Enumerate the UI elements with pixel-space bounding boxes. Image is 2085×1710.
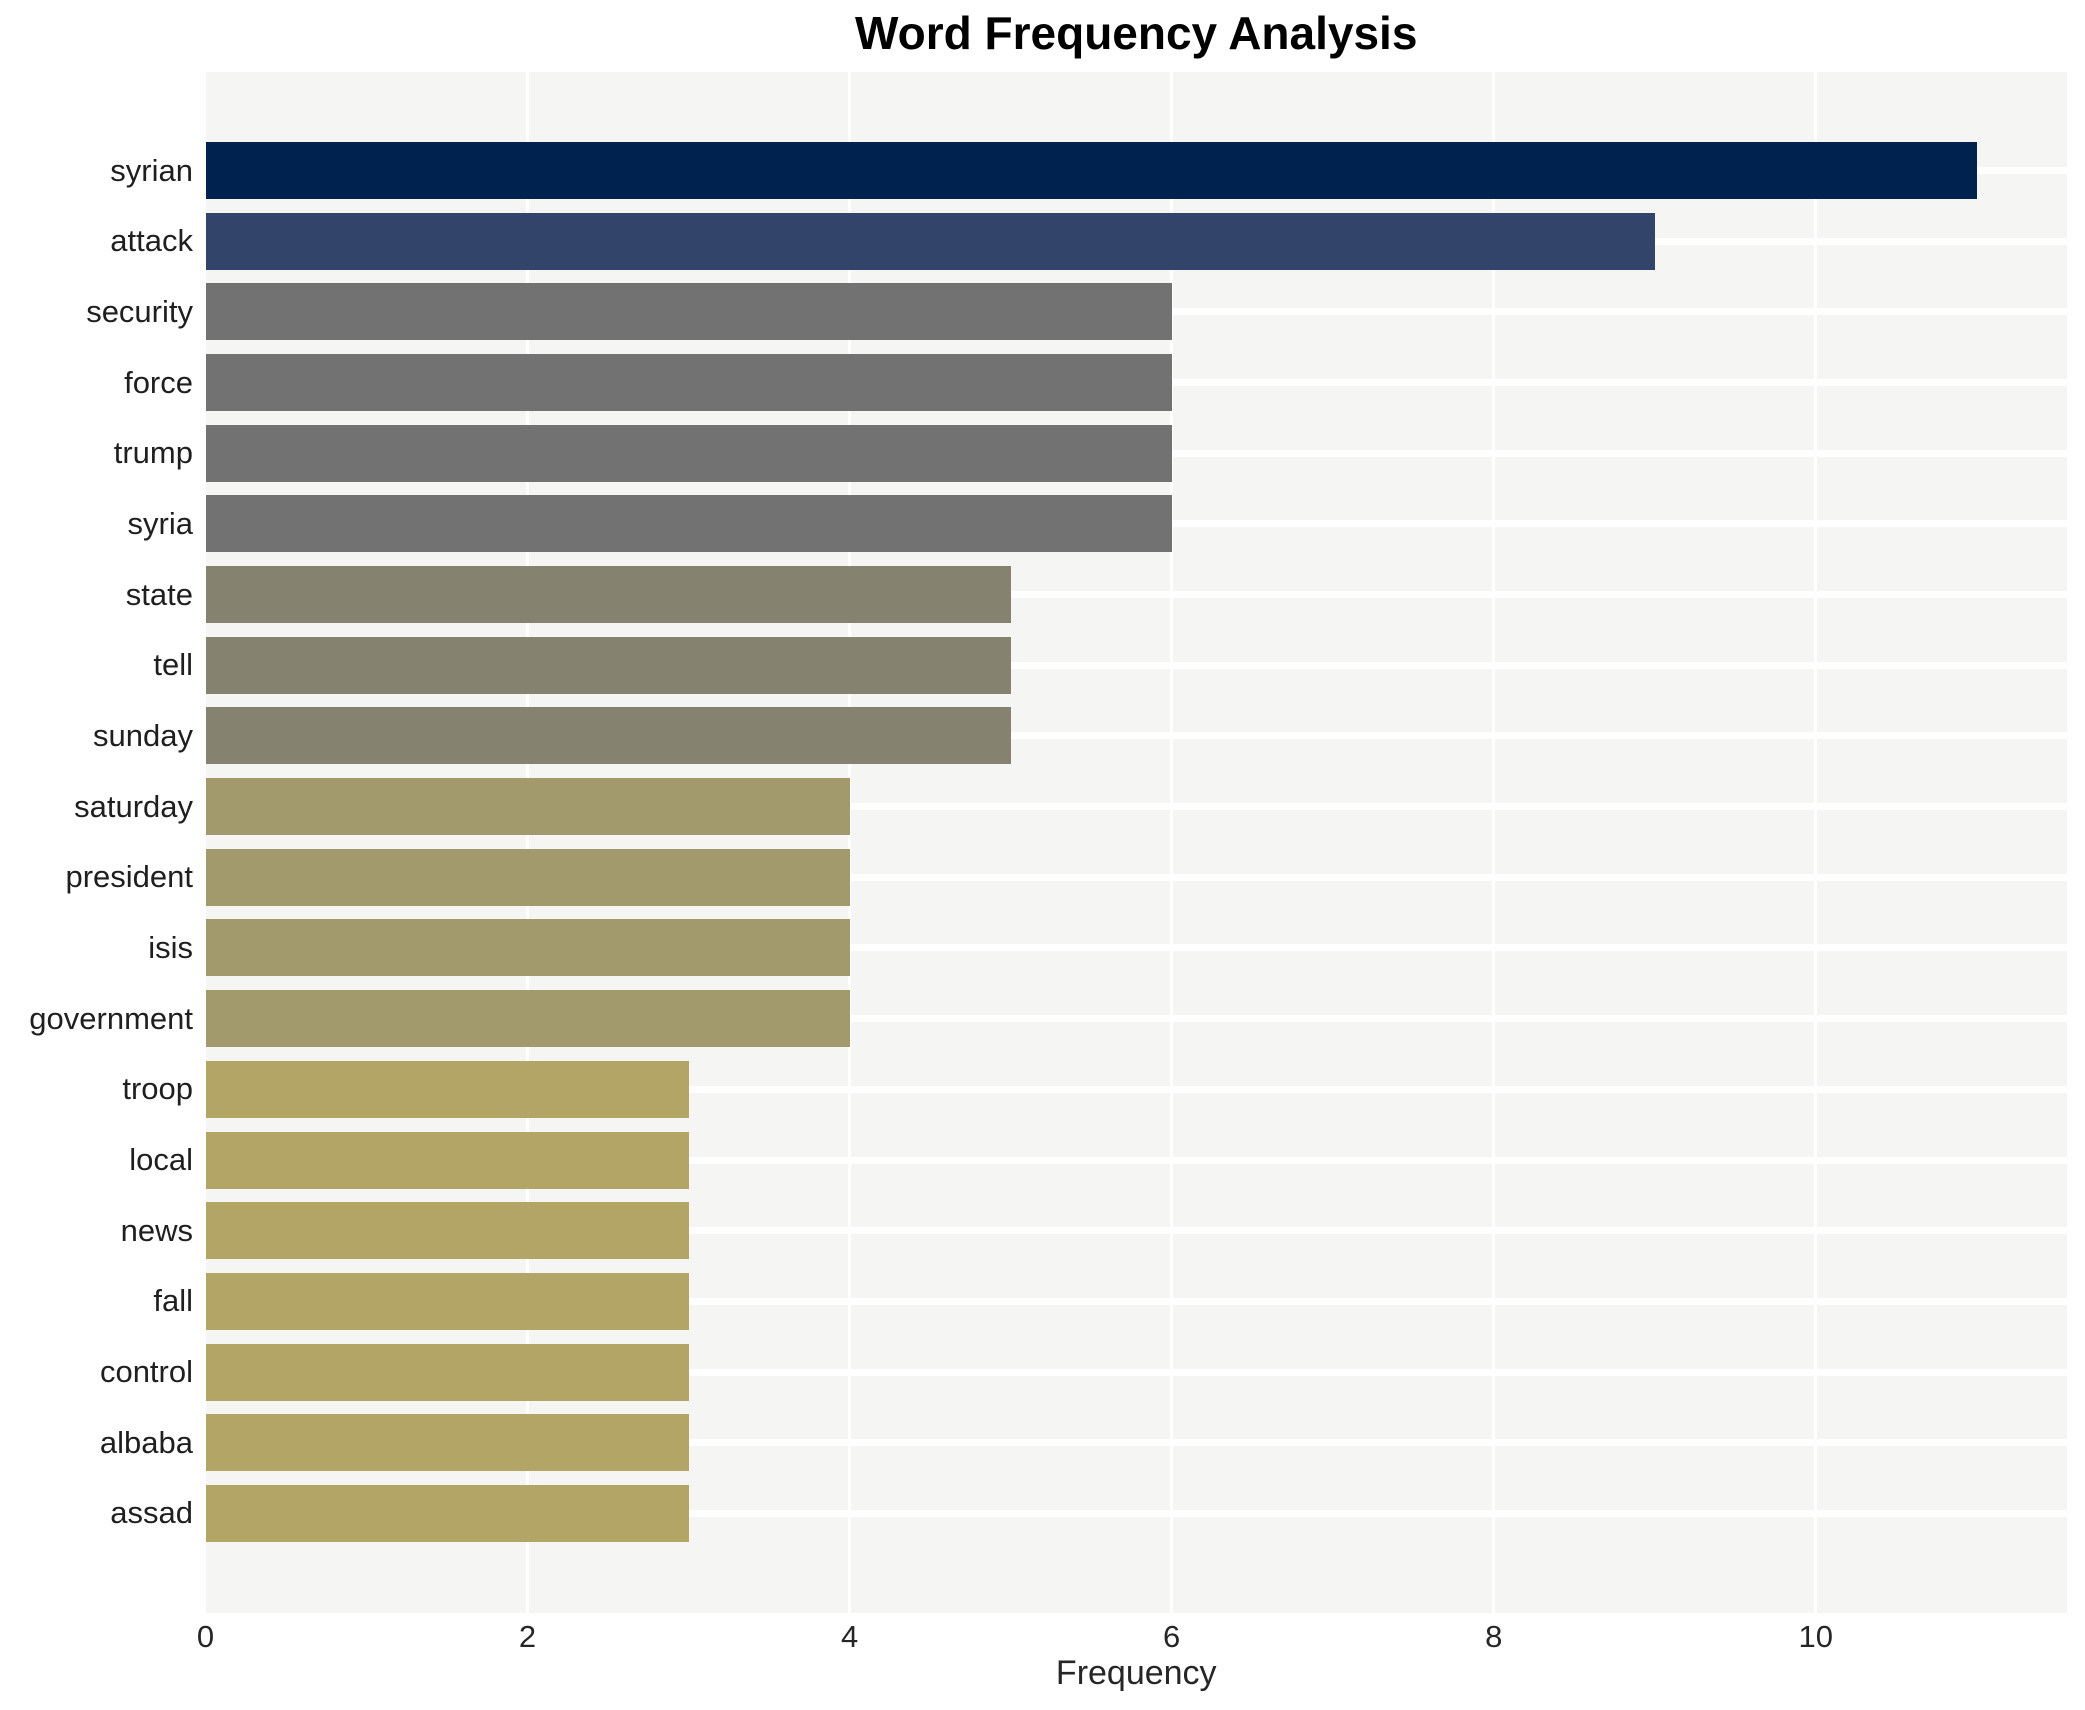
y-tick-label: syrian	[110, 152, 193, 188]
y-tick-label: fall	[153, 1283, 193, 1319]
bar-government	[205, 990, 850, 1048]
grid-hline	[205, 944, 2067, 952]
y-tick-label: isis	[148, 929, 193, 965]
bar-force	[205, 354, 1172, 412]
bar-tell	[205, 636, 1011, 694]
bar-local	[205, 1131, 689, 1189]
x-tick-label: 4	[840, 1619, 859, 1654]
x-tick-label: 2	[518, 1619, 537, 1654]
x-tick-label: 10	[1798, 1619, 1834, 1654]
grid-hline	[205, 1509, 2067, 1517]
y-tick-label: security	[86, 293, 193, 329]
bar-attack	[205, 212, 1655, 270]
grid-hline	[205, 1015, 2067, 1023]
grid-vline	[1814, 71, 1818, 1613]
bar-saturday	[205, 778, 850, 836]
grid-hline	[205, 732, 2067, 740]
bar-control	[205, 1343, 689, 1401]
y-tick-label: force	[124, 364, 193, 400]
grid-hline	[205, 1227, 2067, 1235]
grid-hline	[205, 873, 2067, 881]
bar-trump	[205, 424, 1172, 482]
y-tick-label: news	[120, 1212, 193, 1248]
y-tick-label: local	[129, 1142, 193, 1178]
grid-vline	[1170, 71, 1174, 1613]
bar-troop	[205, 1060, 689, 1118]
y-tick-label: troop	[122, 1071, 193, 1107]
bar-assad	[205, 1484, 689, 1542]
x-tick-label: 6	[1163, 1619, 1181, 1654]
chart-title: Word Frequency Analysis	[855, 7, 1418, 59]
x-axis-label: Frequency	[1055, 1654, 1217, 1692]
bar-sunday	[205, 707, 1011, 765]
grid-hline	[205, 1297, 2067, 1305]
y-tick-label: attack	[110, 223, 193, 259]
grid-hline	[205, 591, 2067, 599]
x-tick-label: 0	[196, 1619, 215, 1654]
y-tick-label: president	[65, 859, 193, 895]
bar-security	[205, 283, 1172, 341]
y-tick-label: trump	[113, 435, 193, 471]
y-tick-label: state	[125, 576, 193, 612]
y-tick-label: government	[29, 1000, 193, 1036]
grid-hline	[205, 803, 2067, 811]
grid-hline	[205, 1439, 2067, 1447]
grid-vline	[848, 71, 852, 1613]
bar-state	[205, 566, 1011, 624]
bar-fall	[205, 1272, 689, 1330]
y-tick-label: control	[99, 1354, 193, 1390]
y-tick-label: albaba	[99, 1424, 193, 1460]
bar-president	[205, 848, 850, 906]
grid-hline	[205, 1156, 2067, 1164]
grid-hline	[205, 1368, 2067, 1376]
x-tick-label: 8	[1485, 1619, 1503, 1654]
y-tick-label: saturday	[74, 788, 193, 824]
grid-vline	[526, 71, 530, 1613]
bar-syrian	[205, 141, 1977, 199]
y-tick-label: sunday	[93, 717, 193, 753]
bar-isis	[205, 919, 850, 977]
bar-news	[205, 1202, 689, 1260]
bar-syria	[205, 495, 1172, 553]
y-tick-label: assad	[110, 1495, 193, 1531]
bar-albaba	[205, 1414, 689, 1472]
plot-area	[205, 71, 2067, 1613]
y-tick-label: syria	[127, 505, 193, 541]
y-tick-label: tell	[153, 647, 193, 683]
grid-hline	[205, 661, 2067, 669]
grid-vline	[1492, 71, 1496, 1613]
grid-hline	[205, 1085, 2067, 1093]
